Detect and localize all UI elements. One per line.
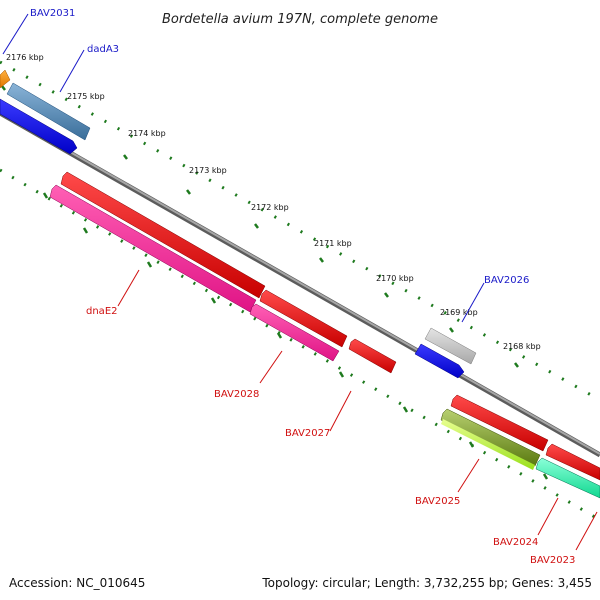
gene-bav2030[interactable] xyxy=(0,98,78,155)
gene-bav2025[interactable] xyxy=(440,408,541,470)
kbp-label: 2169 kbp xyxy=(440,308,478,317)
gene-label-bav2028[interactable]: BAV2028 xyxy=(214,389,259,400)
accession-text: Accession: NC_010645 xyxy=(9,576,145,590)
gene-label-dada3[interactable]: dadA3 xyxy=(87,44,119,55)
gene-bav2031[interactable] xyxy=(0,69,11,89)
kbp-label: 2176 kbp xyxy=(6,53,44,62)
gene-label-bav2031[interactable]: BAV2031 xyxy=(30,8,75,19)
kbp-label: 2175 kbp xyxy=(67,92,105,101)
gene-label-bav2023[interactable]: BAV2023 xyxy=(530,555,575,566)
kbp-label: 2171 kbp xyxy=(314,239,352,248)
gene-dada3[interactable] xyxy=(6,82,91,141)
genome-summary-text: Topology: circular; Length: 3,732,255 bp… xyxy=(261,576,592,590)
gene-label-bav2024[interactable]: BAV2024 xyxy=(493,537,538,548)
gene-bav2028[interactable] xyxy=(249,303,340,362)
gene-blue-small[interactable] xyxy=(414,343,465,379)
kbp-label: 2173 kbp xyxy=(189,166,227,175)
label-leaders xyxy=(2,13,598,551)
gene-label-bav2026[interactable]: BAV2026 xyxy=(484,275,529,286)
gene-dnae2[interactable] xyxy=(49,184,257,313)
gene-bav2025-red[interactable] xyxy=(450,394,549,452)
genome-backbone xyxy=(0,110,600,458)
gene-label-bav2025[interactable]: BAV2025 xyxy=(415,496,460,507)
kbp-label: 2172 kbp xyxy=(251,203,289,212)
gene-dnae2-red[interactable] xyxy=(60,171,266,299)
kbp-label: 2170 kbp xyxy=(376,274,414,283)
kbp-label: 2168 kbp xyxy=(503,342,541,351)
map-title: Bordetella avium 197N, complete genome xyxy=(162,12,438,27)
gene-labels: BAV2031 dadA3 BAV2026 dnaE2 BAV2028 BAV2… xyxy=(30,8,575,566)
gene-bav2027[interactable] xyxy=(348,338,397,374)
gene-bav2026-gene[interactable] xyxy=(424,327,477,365)
gene-label-bav2027[interactable]: BAV2027 xyxy=(285,428,330,439)
kbp-labels: 2176 kbp 2175 kbp 2174 kbp 2173 kbp 2172… xyxy=(6,53,541,351)
gene-label-dnae2[interactable]: dnaE2 xyxy=(86,306,118,317)
kbp-label: 2174 kbp xyxy=(128,129,166,138)
gene-bav2028-red[interactable] xyxy=(259,289,348,348)
gene-bav2024[interactable] xyxy=(535,457,600,499)
inner-major-ticks xyxy=(42,192,549,480)
gene-bav2024-red[interactable] xyxy=(545,443,600,481)
